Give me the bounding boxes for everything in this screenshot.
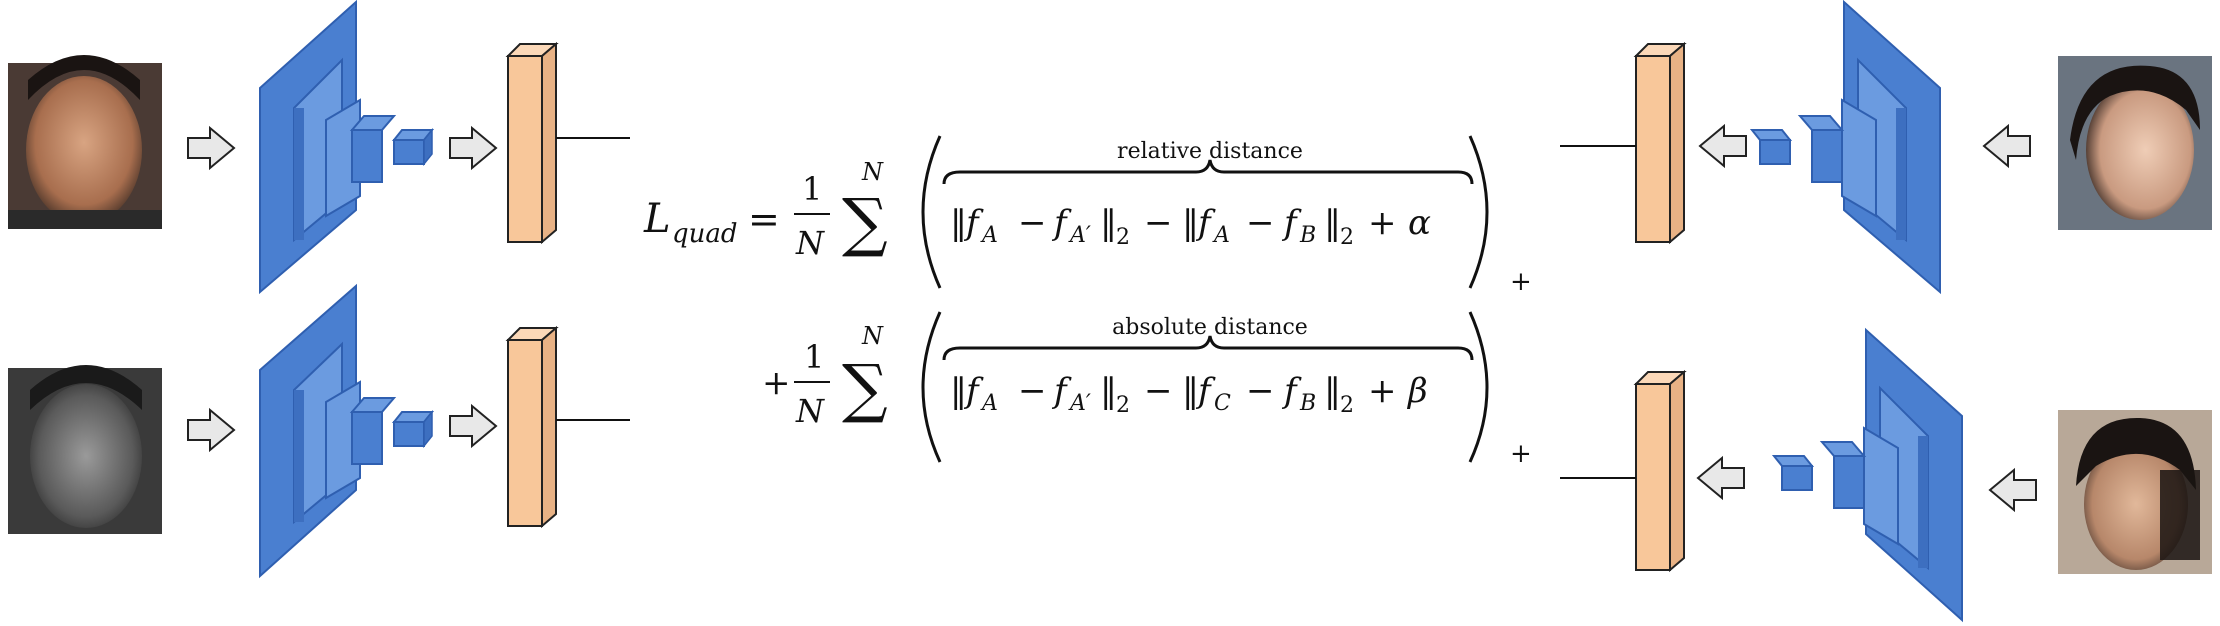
svg-text:α: α — [1408, 203, 1431, 243]
svg-text:‖: ‖ — [950, 371, 967, 411]
relative-distance-label: relative distance — [1117, 139, 1303, 164]
quadruplet-loss-equation: L quad = 1 N N ∑ + relative distance ‖ f… — [643, 135, 1532, 469]
feature-vector — [505, 325, 559, 529]
svg-text:N: N — [861, 322, 884, 350]
svg-text:C: C — [1214, 391, 1231, 416]
svg-text:f: f — [1051, 203, 1072, 243]
svg-text:‖: ‖ — [1100, 203, 1117, 243]
svg-text:A: A — [980, 391, 998, 416]
svg-text:f: f — [1195, 203, 1216, 243]
svg-text:‖: ‖ — [1182, 371, 1199, 411]
svg-text:f: f — [1051, 371, 1072, 411]
face-image-negative-b — [2058, 56, 2212, 230]
absolute-distance-label: absolute distance — [1112, 315, 1308, 340]
arrow-right-icon — [187, 409, 235, 451]
svg-text:−: − — [1246, 371, 1275, 411]
svg-text:∑: ∑ — [842, 352, 888, 426]
face-image-anchor-a — [8, 55, 162, 229]
svg-text:−: − — [1246, 203, 1275, 243]
svg-text:B: B — [1299, 223, 1316, 248]
cnn-encoder — [1749, 0, 1941, 295]
svg-text:+: + — [1368, 371, 1397, 411]
face-image-positive-a-prime — [8, 365, 162, 534]
svg-text:2: 2 — [1340, 393, 1354, 418]
arrow-right-icon — [187, 127, 235, 169]
face-image-negative-c — [2058, 410, 2212, 574]
sum-upper-limit: N — [861, 158, 884, 186]
cnn-encoder — [259, 0, 435, 295]
svg-text:‖: ‖ — [1324, 203, 1341, 243]
arrow-left-icon — [1697, 457, 1745, 499]
svg-text:‖: ‖ — [1182, 203, 1199, 243]
svg-text:−: − — [1018, 371, 1047, 411]
svg-text:A′: A′ — [1068, 391, 1091, 416]
norm-bar: ‖ — [950, 203, 967, 243]
arrow-left-icon — [1699, 125, 1747, 167]
svg-text:A: A — [1212, 223, 1230, 248]
svg-text:+: + — [1368, 203, 1397, 243]
svg-text:2: 2 — [1340, 225, 1354, 250]
sum-symbol: ∑ — [842, 186, 888, 260]
svg-text:f: f — [1195, 371, 1216, 411]
feature-vector — [1633, 41, 1687, 245]
svg-text:f: f — [1281, 371, 1302, 411]
svg-text:−: − — [1144, 203, 1173, 243]
arrow-right-icon — [449, 405, 497, 447]
svg-text:‖: ‖ — [1100, 371, 1117, 411]
equals-sign: = — [748, 197, 780, 241]
svg-text:A: A — [980, 223, 998, 248]
feature-vector — [505, 41, 559, 245]
svg-text:B: B — [1299, 391, 1316, 416]
svg-text:−: − — [1144, 371, 1173, 411]
loss-symbol: L — [643, 196, 671, 242]
feature-vector — [1633, 369, 1687, 573]
cnn-encoder — [1771, 327, 1963, 623]
svg-text:β: β — [1406, 371, 1428, 411]
arrow-left-icon — [1989, 469, 2037, 511]
svg-text:2: 2 — [1116, 393, 1130, 418]
svg-text:f: f — [1281, 203, 1302, 243]
svg-text:‖: ‖ — [1324, 371, 1341, 411]
svg-text:+: + — [762, 363, 791, 403]
loss-subscript: quad — [672, 219, 738, 249]
svg-text:f: f — [963, 203, 984, 243]
svg-text:N: N — [795, 392, 825, 430]
svg-text:1: 1 — [804, 338, 824, 376]
arrow-right-icon — [449, 127, 497, 169]
svg-text:f: f — [963, 371, 984, 411]
svg-text:−: − — [1018, 203, 1047, 243]
svg-text:2: 2 — [1116, 225, 1130, 250]
arrow-left-icon — [1983, 125, 2031, 167]
positive-part-sign: + — [1510, 267, 1532, 297]
svg-text:+: + — [1510, 439, 1532, 469]
fraction-numerator: 1 — [802, 170, 822, 208]
cnn-encoder — [259, 283, 435, 579]
fraction-denominator: N — [795, 224, 825, 262]
svg-text:A′: A′ — [1068, 223, 1091, 248]
